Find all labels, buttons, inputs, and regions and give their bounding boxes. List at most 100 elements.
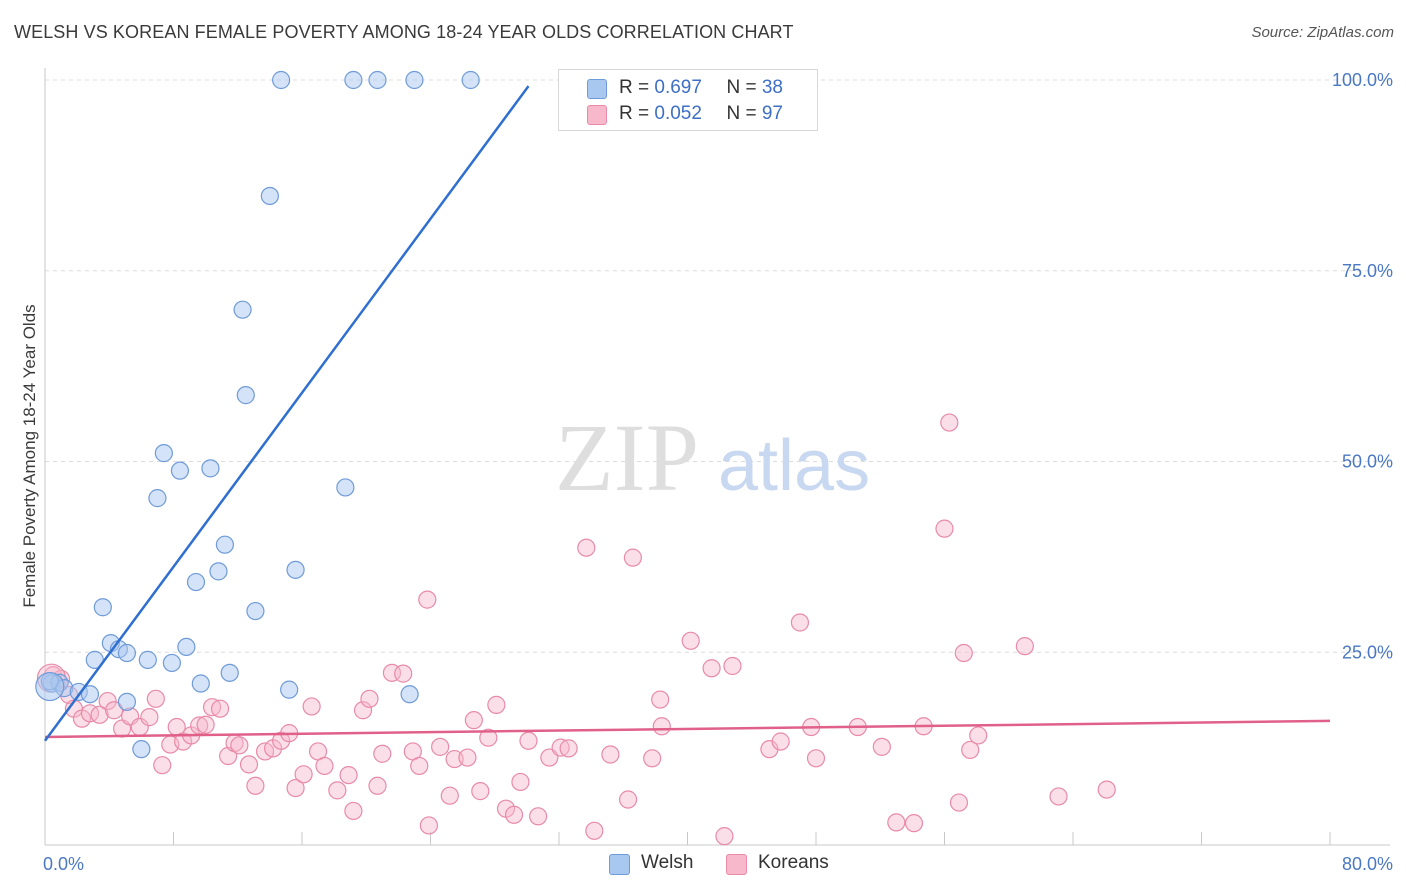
- koreans-legend-swatch: [726, 854, 747, 875]
- koreans-point: [210, 699, 230, 718]
- koreans-point: [1097, 780, 1116, 799]
- koreans-point: [651, 690, 670, 709]
- chart-title: WELSH VS KOREAN FEMALE POVERTY AMONG 18-…: [14, 22, 794, 42]
- koreans-point: [623, 548, 642, 567]
- koreans-legend-label: Koreans: [758, 852, 829, 873]
- koreans-n-label: N =: [726, 103, 762, 124]
- welsh-point: [186, 572, 206, 592]
- welsh-point: [148, 489, 167, 508]
- koreans-trend-line: [44, 719, 1331, 739]
- welsh-point: [117, 643, 137, 663]
- koreans-point: [410, 756, 429, 776]
- koreans-point: [246, 776, 265, 795]
- koreans-point: [487, 695, 506, 714]
- koreans-n-value: 97: [761, 103, 783, 124]
- koreans-point: [715, 827, 734, 846]
- koreans-point: [464, 711, 483, 730]
- koreans-point: [969, 726, 988, 745]
- koreans-point: [723, 656, 742, 676]
- koreans-point: [230, 736, 249, 755]
- koreans-point: [479, 728, 498, 747]
- tick-labels: 25.0% 50.0% 75.0% 100.0% 0.0% 80.0%: [43, 70, 1393, 874]
- watermark-zip: ZIP: [555, 404, 699, 511]
- welsh-swatch: [587, 79, 607, 99]
- welsh-legend-label: Welsh: [641, 852, 694, 873]
- welsh-point: [209, 562, 228, 581]
- koreans-point: [373, 744, 392, 763]
- koreans-point: [519, 731, 538, 750]
- koreans-point: [360, 689, 379, 708]
- koreans-point: [286, 778, 305, 798]
- koreans-point: [80, 704, 100, 723]
- koreans-point: [471, 782, 490, 801]
- watermark: ZIP atlas: [555, 404, 870, 511]
- watermark-atlas: atlas: [718, 426, 870, 506]
- koreans-point: [440, 786, 459, 805]
- koreans-point: [302, 697, 321, 716]
- y-axis-title: Female Poverty Among 18-24 Year Olds: [20, 304, 39, 608]
- welsh-point: [201, 459, 220, 478]
- koreans-point: [702, 659, 721, 678]
- koreans-point: [585, 821, 604, 840]
- welsh-point: [233, 300, 252, 319]
- koreans-point: [940, 413, 959, 432]
- koreans-point: [601, 745, 620, 764]
- koreans-point: [196, 715, 215, 734]
- koreans-point: [328, 781, 347, 800]
- y-tick-label: 50.0%: [1342, 452, 1393, 472]
- koreans-point: [431, 737, 450, 756]
- koreans-point: [504, 805, 524, 824]
- koreans-point: [806, 749, 826, 768]
- koreans-point: [771, 732, 790, 751]
- koreans-r-label: R =: [619, 103, 655, 124]
- welsh-point: [344, 70, 363, 90]
- x-tick-label: 0.0%: [43, 854, 84, 874]
- koreans-point: [577, 538, 596, 557]
- welsh-point: [80, 685, 100, 704]
- y-tick-label: 100.0%: [1332, 70, 1393, 90]
- welsh-point: [154, 444, 173, 463]
- welsh-point: [280, 680, 299, 699]
- welsh-point: [405, 70, 424, 90]
- koreans-point: [419, 816, 438, 835]
- welsh-point: [215, 535, 234, 554]
- welsh-point: [177, 637, 196, 657]
- stats-legend: R = 0.697 N = 38 R = 0.052 N = 97: [558, 69, 818, 131]
- koreans-point: [529, 807, 548, 826]
- welsh-point: [336, 478, 355, 497]
- koreans-point: [954, 643, 973, 663]
- koreans-point: [618, 790, 638, 809]
- welsh-point: [236, 386, 255, 405]
- welsh-point: [35, 671, 65, 702]
- koreans-point: [949, 793, 969, 812]
- welsh-point: [260, 186, 279, 206]
- welsh-r-value: 0.697: [654, 77, 702, 98]
- koreans-point: [1015, 637, 1034, 656]
- koreans-point: [559, 739, 578, 758]
- welsh-point: [272, 70, 291, 90]
- koreans-r-value: 0.052: [654, 103, 702, 124]
- welsh-point: [170, 461, 190, 480]
- koreans-point: [652, 717, 671, 736]
- y-tick-label: 25.0%: [1342, 642, 1393, 662]
- koreans-point: [153, 756, 172, 775]
- axis-layer: [44, 68, 1390, 846]
- welsh-n-label: N =: [726, 77, 762, 98]
- welsh-trend-line: [43, 85, 530, 742]
- koreans-point: [887, 813, 906, 832]
- trend-lines: [43, 85, 1331, 742]
- koreans-point: [353, 701, 373, 720]
- koreans-point: [98, 691, 117, 711]
- koreans-point: [1049, 787, 1068, 806]
- welsh-point: [246, 601, 265, 621]
- koreans-point: [511, 772, 530, 792]
- source-label: Source: ZipAtlas.com: [1251, 24, 1394, 41]
- koreans-point: [104, 701, 124, 720]
- koreans-point: [339, 765, 358, 785]
- welsh-point: [368, 70, 387, 90]
- koreans-swatch: [587, 105, 607, 125]
- series-legend: Welsh Koreans: [0, 852, 1406, 878]
- welsh-point: [191, 674, 210, 693]
- koreans-point: [394, 664, 413, 683]
